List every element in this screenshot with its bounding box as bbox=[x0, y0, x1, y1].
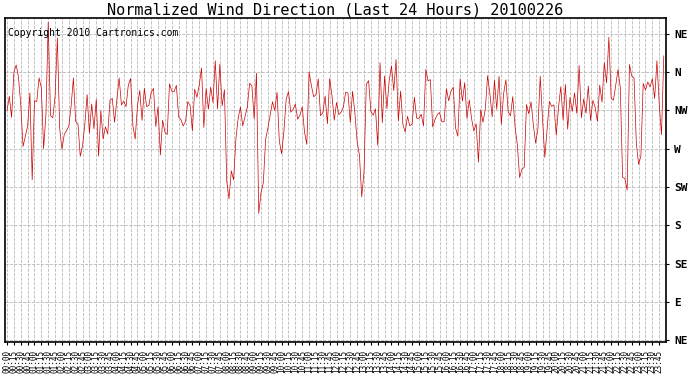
Text: Copyright 2010 Cartronics.com: Copyright 2010 Cartronics.com bbox=[8, 28, 179, 38]
Title: Normalized Wind Direction (Last 24 Hours) 20100226: Normalized Wind Direction (Last 24 Hours… bbox=[107, 2, 564, 17]
